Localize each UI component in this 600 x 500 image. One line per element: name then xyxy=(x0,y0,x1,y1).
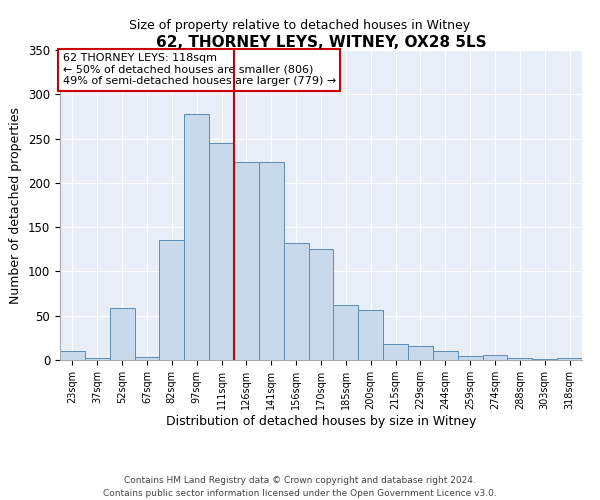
Bar xyxy=(284,243,308,360)
Bar xyxy=(110,308,134,360)
Bar xyxy=(557,358,582,360)
Bar xyxy=(134,358,160,360)
Bar xyxy=(482,354,508,360)
Bar xyxy=(234,162,259,360)
Text: 62 THORNEY LEYS: 118sqm
← 50% of detached houses are smaller (806)
49% of semi-d: 62 THORNEY LEYS: 118sqm ← 50% of detache… xyxy=(62,53,336,86)
Bar xyxy=(458,356,482,360)
Bar xyxy=(433,351,458,360)
Text: Size of property relative to detached houses in Witney: Size of property relative to detached ho… xyxy=(130,20,470,32)
Bar xyxy=(532,359,557,360)
Bar xyxy=(259,162,284,360)
Bar xyxy=(209,143,234,360)
Bar xyxy=(308,250,334,360)
Bar xyxy=(334,305,358,360)
Bar xyxy=(60,351,85,360)
Text: Contains HM Land Registry data © Crown copyright and database right 2024.
Contai: Contains HM Land Registry data © Crown c… xyxy=(103,476,497,498)
Bar xyxy=(408,346,433,360)
Bar xyxy=(184,114,209,360)
Bar xyxy=(160,240,184,360)
Title: 62, THORNEY LEYS, WITNEY, OX28 5LS: 62, THORNEY LEYS, WITNEY, OX28 5LS xyxy=(155,35,487,50)
X-axis label: Distribution of detached houses by size in Witney: Distribution of detached houses by size … xyxy=(166,414,476,428)
Bar xyxy=(508,358,532,360)
Bar xyxy=(85,358,110,360)
Bar xyxy=(383,344,408,360)
Y-axis label: Number of detached properties: Number of detached properties xyxy=(10,106,22,304)
Bar xyxy=(358,310,383,360)
